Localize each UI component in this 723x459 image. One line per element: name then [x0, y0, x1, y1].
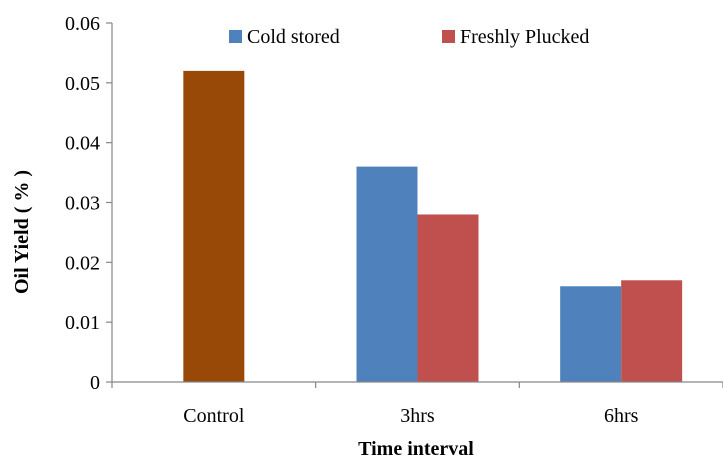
legend: Cold stored Freshly Plucked — [229, 26, 589, 48]
y-axis-title: Oil Yield ( % ) — [11, 170, 33, 294]
legend-swatch — [229, 30, 242, 43]
x-axis-ticks: Control 3hrs 6hrs — [111, 382, 723, 427]
y-tick-label: 0.01 — [65, 312, 100, 334]
cold-stored-bar — [560, 286, 622, 382]
freshly-plucked-bar — [621, 280, 683, 382]
axes — [111, 23, 723, 383]
control-bar — [183, 70, 245, 382]
legend-swatch — [442, 30, 455, 43]
y-tick-label: 0.05 — [65, 73, 100, 95]
x-tick-label: Control — [183, 405, 245, 427]
legend-label: Cold stored — [247, 26, 340, 48]
y-tick-label: 0.06 — [65, 13, 100, 35]
x-tick-label: 6hrs — [604, 405, 639, 427]
legend-label: Freshly Plucked — [460, 26, 589, 48]
y-tick-label: 0.03 — [65, 193, 100, 215]
x-axis-title: Time interval — [358, 438, 474, 459]
x-tick-label: 3hrs — [400, 405, 435, 427]
freshly-plucked-bar — [417, 214, 479, 382]
y-axis-ticks: 0 0.01 0.02 0.03 0.04 0.05 0.06 — [65, 13, 112, 394]
cold-stored-bar — [356, 166, 418, 382]
y-tick-label: 0 — [90, 372, 100, 394]
y-tick-label: 0.04 — [65, 133, 100, 155]
y-tick-label: 0.02 — [65, 252, 100, 274]
bars — [183, 70, 683, 382]
